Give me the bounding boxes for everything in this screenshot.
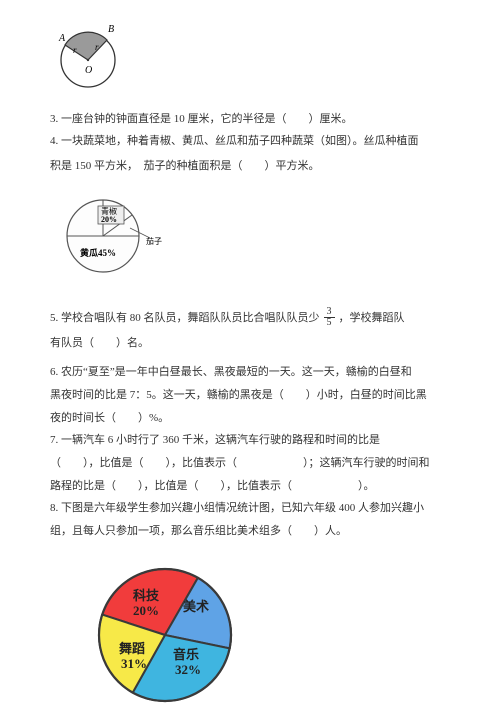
pie3-yinyue-pct: 32%	[175, 662, 201, 677]
question-4-line2: 积是 150 平方米， 茄子的种植面积是（ ）平方米。	[50, 157, 455, 176]
question-8-line2: 组，且每人只参加一项，那么音乐组比美术组多（ ）人。	[50, 522, 455, 541]
q5-part-b: ，学校舞蹈队	[339, 309, 405, 328]
question-8-line1: 8. 下图是六年级学生参加兴趣小组情况统计图，已知六年级 400 人参加兴趣小	[50, 499, 455, 518]
label-b: B	[108, 24, 114, 35]
pie2-qiezi: 茄子	[146, 236, 162, 246]
pie2-huanggua: 黄瓜45%	[80, 247, 116, 258]
vegetable-pie-diagram: 青椒 20% 茄子 黄瓜45%	[58, 188, 455, 290]
pie3-wudao-pct: 31%	[121, 656, 147, 671]
question-6-line1: 6. 农历“夏至”是一年中白昼最长、黑夜最短的一天。这一天，赣榆的白昼和	[50, 363, 455, 382]
q5-part-a: 5. 学校合唱队有 80 名队员，舞蹈队队员比合唱队队员少	[50, 309, 320, 328]
pie3-meishu-label: 美术	[183, 599, 209, 614]
label-o: O	[85, 65, 92, 76]
circle-sector-diagram: A B O r r	[50, 18, 455, 100]
question-3: 3. 一座台钟的钟面直径是 10 厘米，它的半径是（ ）厘米。	[50, 110, 455, 129]
pie2-qingjiao-pct: 20%	[101, 215, 117, 224]
interest-group-pie: 科技 20% 美术 音乐 32% 舞蹈 31%	[85, 555, 455, 721]
pie3-wudao-label: 舞蹈	[118, 641, 145, 656]
question-5-line1: 5. 学校合唱队有 80 名队员，舞蹈队队员比合唱队队员少 3 5 ，学校舞蹈队	[50, 307, 455, 328]
question-7-line1: 7. 一辆汽车 6 小时行了 360 千米，这辆汽车行驶的路程和时间的比是	[50, 431, 455, 450]
fraction-3-5: 3 5	[324, 307, 335, 328]
label-r2: r	[95, 42, 99, 52]
question-7-line3: 路程的比是（ ），比值是（ ），比值表示（ ）。	[50, 477, 455, 496]
pie3-yinyue-label: 音乐	[173, 647, 199, 662]
pie3-keji-label: 科技	[133, 588, 160, 603]
question-7-line2: （ ），比值是（ ），比值表示（ ）；这辆汽车行驶的时间和	[50, 454, 455, 473]
frac-den: 5	[324, 318, 335, 328]
question-6-line3: 夜的时间长（ ）%。	[50, 409, 455, 428]
question-5-line2: 有队员（ ）名。	[50, 334, 455, 353]
label-r1: r	[73, 45, 77, 55]
question-6-line2: 黑夜时间的比是 7：5。这一天，赣榆的黑夜是（ ）小时，白昼的时间比黑	[50, 386, 455, 405]
label-a: A	[58, 33, 66, 44]
pie3-keji-pct: 20%	[133, 603, 159, 618]
question-4-line1: 4. 一块蔬菜地，种着青椒、黄瓜、丝瓜和茄子四种蔬菜（如图）。丝瓜种植面	[50, 132, 455, 151]
